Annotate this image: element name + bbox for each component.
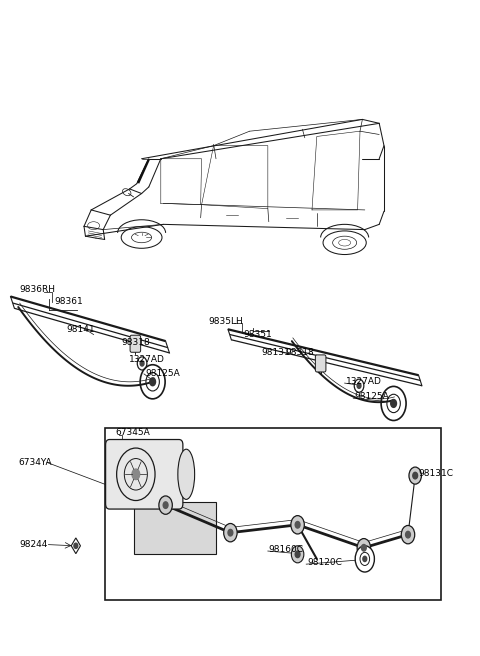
FancyBboxPatch shape — [130, 335, 141, 352]
Text: 98120C: 98120C — [307, 558, 342, 567]
Polygon shape — [137, 159, 150, 184]
Text: 67345A: 67345A — [115, 428, 150, 438]
Text: 9836RH: 9836RH — [19, 285, 55, 295]
Circle shape — [140, 361, 144, 366]
Text: 98125A: 98125A — [354, 392, 389, 401]
FancyBboxPatch shape — [315, 355, 326, 372]
Circle shape — [163, 502, 168, 508]
Text: 1327AD: 1327AD — [346, 377, 382, 386]
Text: 98160C: 98160C — [269, 545, 304, 554]
Text: 98318: 98318 — [121, 338, 150, 347]
Circle shape — [406, 531, 410, 538]
Text: 9835LH: 9835LH — [209, 317, 243, 326]
Circle shape — [291, 546, 304, 563]
Ellipse shape — [178, 449, 195, 499]
Bar — [105, 428, 441, 600]
Circle shape — [150, 378, 156, 386]
Text: 98131: 98131 — [262, 348, 290, 358]
Text: 98125A: 98125A — [145, 369, 180, 379]
Text: 98244: 98244 — [19, 540, 48, 549]
Circle shape — [357, 539, 371, 557]
Circle shape — [357, 383, 361, 388]
Text: 6734YA: 6734YA — [18, 458, 52, 467]
Circle shape — [291, 516, 304, 534]
Circle shape — [295, 551, 300, 558]
Circle shape — [413, 472, 418, 479]
Bar — [134, 502, 216, 554]
Circle shape — [355, 546, 374, 572]
Circle shape — [224, 523, 237, 542]
Circle shape — [391, 400, 396, 407]
Text: 98361: 98361 — [54, 297, 83, 306]
FancyBboxPatch shape — [106, 440, 183, 509]
Circle shape — [363, 556, 367, 562]
Text: 98141: 98141 — [66, 325, 95, 334]
Text: 98351: 98351 — [244, 330, 273, 339]
Circle shape — [159, 496, 172, 514]
Text: 98131C: 98131C — [419, 469, 454, 478]
Text: 1327AD: 1327AD — [129, 355, 165, 364]
Text: 98318: 98318 — [286, 348, 314, 358]
Circle shape — [361, 544, 366, 551]
Circle shape — [117, 448, 155, 501]
Circle shape — [295, 522, 300, 528]
Circle shape — [74, 543, 78, 548]
Circle shape — [228, 529, 233, 536]
Circle shape — [409, 467, 421, 484]
Circle shape — [132, 469, 140, 480]
Circle shape — [401, 525, 415, 544]
